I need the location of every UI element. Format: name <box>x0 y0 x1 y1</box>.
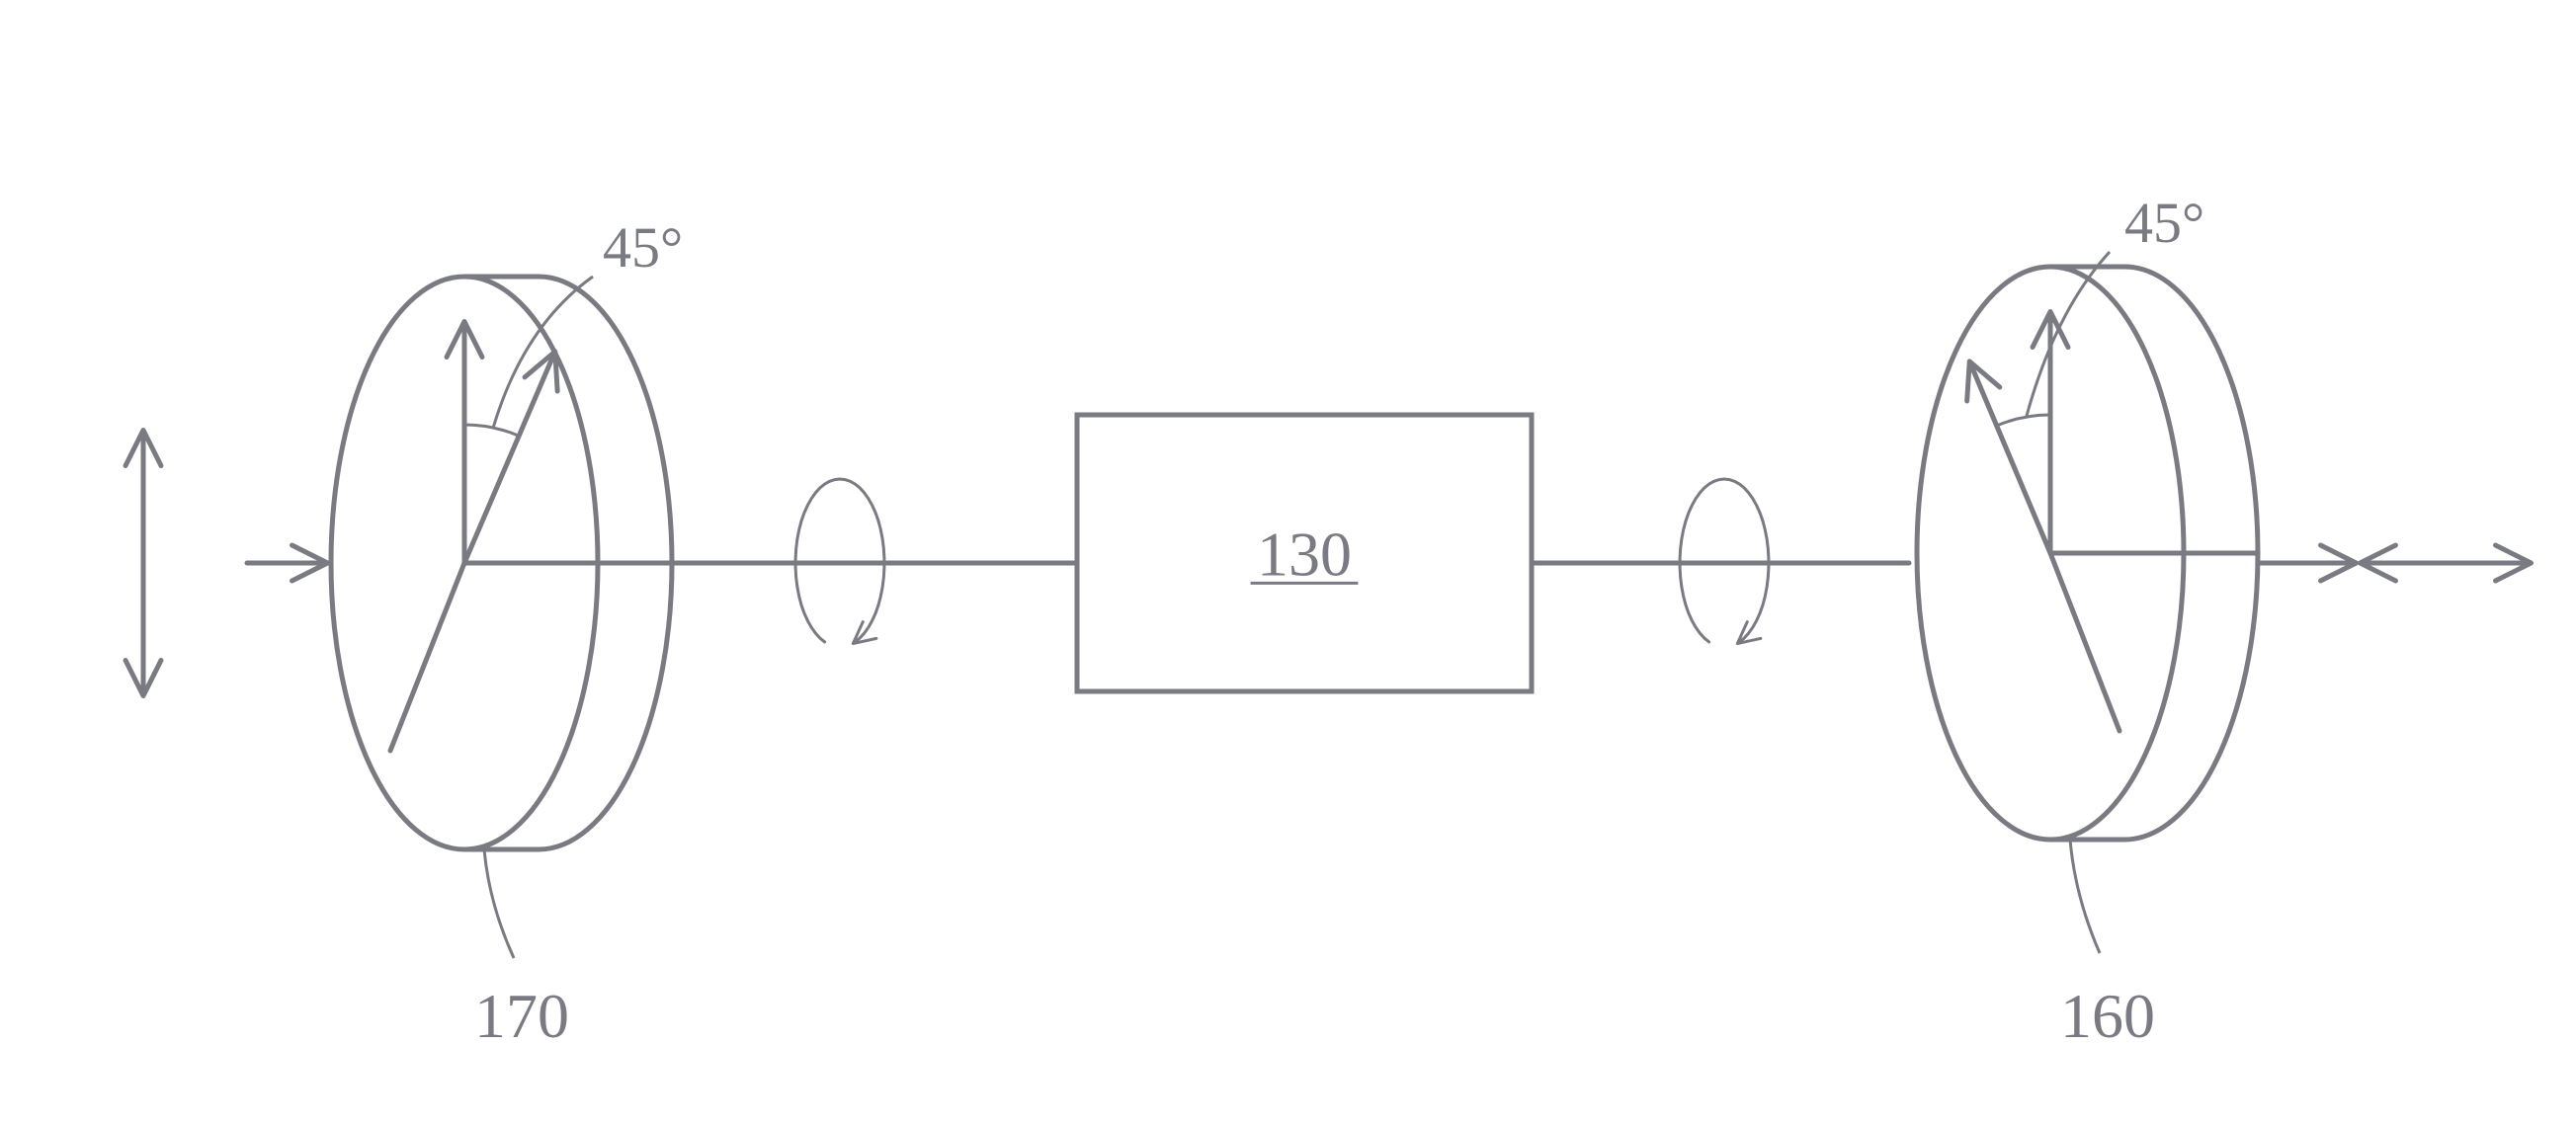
rotation-arrow-right <box>1680 479 1769 642</box>
rotation-arrow-left <box>795 479 884 642</box>
ref-lead-170 <box>484 849 514 958</box>
box-label-130: 130 <box>1257 519 1352 589</box>
angle-arc-170 <box>464 425 519 436</box>
angle-label-160: 45° <box>2124 191 2204 255</box>
ref-lead-160 <box>2070 840 2100 953</box>
vec-160-tilted <box>1971 365 2050 553</box>
angle-arc-160 <box>1996 415 2050 426</box>
vec-170-tilted-tail <box>390 563 464 751</box>
ref-label-170: 170 <box>474 981 569 1051</box>
angle-leader-160 <box>2027 252 2110 417</box>
vec-160-tilted-tail <box>2050 553 2119 731</box>
ref-label-160: 160 <box>2060 981 2155 1051</box>
angle-label-170: 45° <box>603 215 683 280</box>
